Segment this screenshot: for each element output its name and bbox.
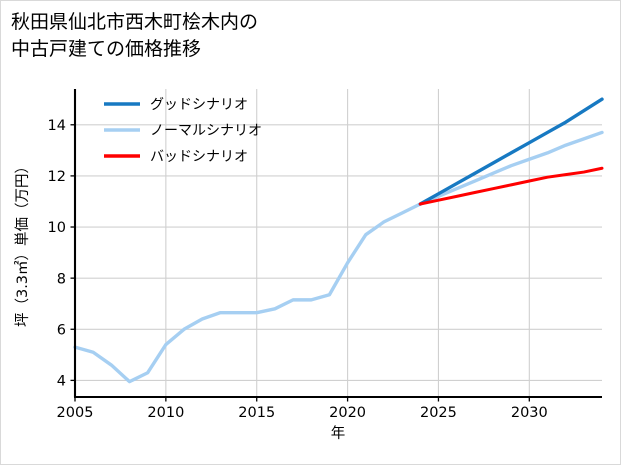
y-tick-label: 6 [57,322,66,338]
chart-title: 秋田県仙北市西木町桧木内の 中古戸建ての価格推移 [11,11,259,60]
legend-label: グッドシナリオ [150,97,248,113]
x-tick-label: 2005 [57,405,94,421]
series-line [418,97,604,206]
y-tick-label: 8 [57,271,66,287]
x-tick-label: 2010 [147,405,184,421]
x-axis-ticks: 2005 2010 2015 2020 2025 2030 [57,397,548,421]
series-line [73,130,604,384]
x-tick-label: 2015 [238,405,275,421]
y-tick-label: 12 [48,169,66,185]
x-tick-label: 2020 [329,405,366,421]
axis-spines [73,89,602,399]
y-axis-ticks: 4 6 8 10 12 14 [48,118,75,390]
y-axis-title: 坪（3.3㎡）単価（万円） [14,159,31,327]
y-tick-label: 14 [48,118,66,134]
x-tick-label: 2030 [511,405,548,421]
y-tick-label: 10 [48,220,66,236]
data-series-layer [73,97,604,384]
x-tick-label: 2025 [420,405,457,421]
x-axis-title: 年 [331,425,346,442]
legend-label: バッドシナリオ [150,149,248,165]
series-line [418,166,604,206]
y-tick-label: 4 [57,374,66,390]
legend-label: ノーマルシナリオ [150,123,262,139]
